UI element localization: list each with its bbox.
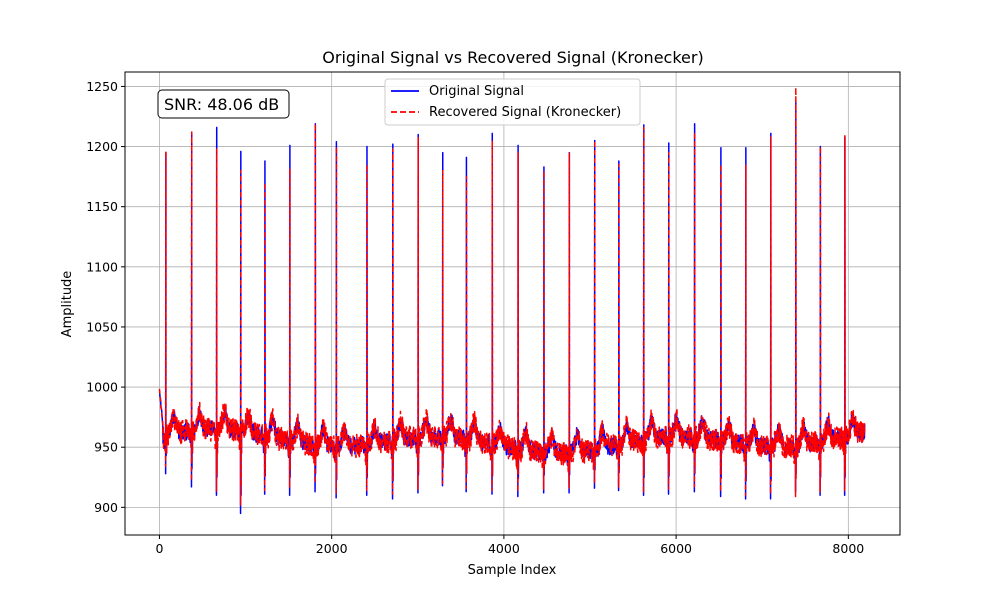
x-tick-label: 8000 <box>832 541 864 556</box>
recovered-signal-line <box>158 86 866 506</box>
x-tick-label: 0 <box>155 541 163 556</box>
y-tick-label: 1200 <box>86 139 118 154</box>
snr-annotation: SNR: 48.06 dB <box>157 89 290 119</box>
y-tick-label: 950 <box>94 440 118 455</box>
legend-original-label: Original Signal <box>429 84 524 99</box>
x-tick-label: 6000 <box>660 541 692 556</box>
chart-title: Original Signal vs Recovered Signal (Kro… <box>322 48 703 67</box>
y-tick-label: 1100 <box>86 259 118 274</box>
ticks: 0 2000 4000 6000 8000 900 950 1000 1050 1100 1150 1… <box>86 79 864 556</box>
snr-text: SNR: 48.06 dB <box>164 95 279 114</box>
axes-frame <box>124 71 901 536</box>
legend: Original Signal Recovered Signal (Kronec… <box>384 78 641 126</box>
x-tick-label: 2000 <box>316 541 348 556</box>
x-axis-label: Sample Index <box>468 563 557 578</box>
y-tick-label: 1250 <box>86 79 118 94</box>
snr-box-frame <box>157 89 290 119</box>
plot-area <box>124 71 901 536</box>
legend-recovered-label: Recovered Signal (Kronecker) <box>429 105 621 120</box>
y-tick-label: 900 <box>94 500 118 515</box>
legend-frame <box>384 78 641 126</box>
y-tick-label: 1050 <box>86 319 118 334</box>
y-tick-label: 1150 <box>86 199 118 214</box>
y-tick-label: 1000 <box>86 380 118 395</box>
series-layer <box>158 86 866 515</box>
x-tick-label: 4000 <box>488 541 520 556</box>
y-axis-label: Amplitude <box>60 271 75 338</box>
